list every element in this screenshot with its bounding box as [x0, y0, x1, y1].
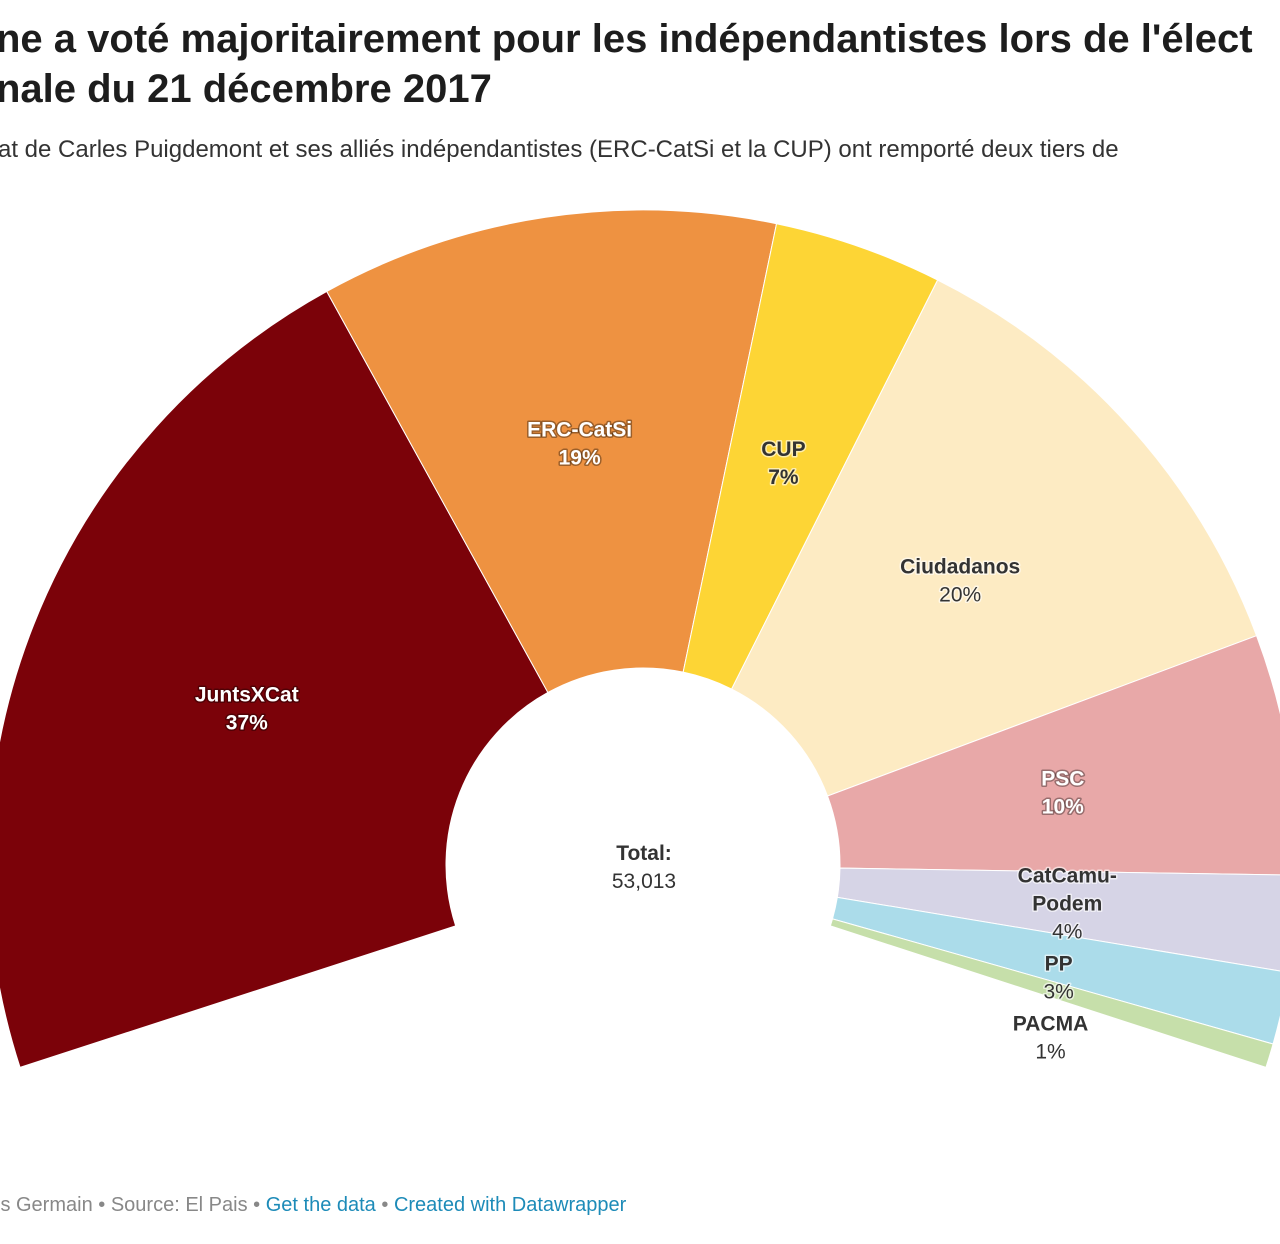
center-total-value: 53,013 — [612, 870, 676, 893]
chart-subtitle: at de Carles Puigdemont et ses alliés in… — [0, 136, 1119, 163]
slice-label: Ciudadanos — [900, 556, 1020, 579]
footer-separator: • — [98, 1194, 106, 1216]
slice-value-label: 19% — [559, 447, 601, 470]
slice-value-label: 4% — [1052, 920, 1082, 943]
slice-psc — [826, 635, 1280, 876]
slice-value-label: 7% — [768, 466, 799, 489]
title-line-1: ne a voté majoritairement pour les indép… — [0, 17, 1253, 61]
footer: is Germain • Source: El Pais • Get the d… — [0, 1194, 626, 1217]
center-total-label: Total: — [616, 842, 672, 865]
slice-value-label: 10% — [1042, 795, 1084, 818]
slice-value-label: 37% — [226, 711, 268, 734]
slice-value-label: 20% — [939, 584, 981, 607]
slice-label: CUP — [761, 438, 805, 461]
slice-ciudadanos — [730, 279, 1258, 797]
slice-label: JuntsXCat — [195, 683, 299, 706]
datawrapper-link[interactable]: Created with Datawrapper — [393, 1194, 627, 1216]
slice-label: CatCamu- — [1018, 864, 1117, 887]
slice-value-label: 1% — [1035, 1040, 1065, 1063]
footer-source: Source: El Pais — [110, 1194, 248, 1216]
footer-separator: • — [253, 1194, 261, 1216]
slice-label: ERC-CatSi — [527, 419, 632, 442]
footer-separator: • — [381, 1194, 389, 1216]
slice-label: PSC — [1041, 767, 1084, 790]
title-line-2: nale du 21 décembre 2017 — [0, 67, 492, 111]
get-data-link[interactable]: Get the data — [265, 1194, 376, 1216]
slice-erc-catsi — [326, 209, 778, 694]
slice-label: PACMA — [1013, 1012, 1088, 1035]
slice-juntsxcat — [0, 290, 549, 1069]
slice-value-label: 3% — [1043, 980, 1073, 1003]
slice-label: Podem — [1032, 892, 1102, 915]
chart-title: ne a voté majoritairement pour les indép… — [0, 14, 1253, 114]
slice-label: PP — [1045, 952, 1073, 975]
slice-pacma — [829, 918, 1274, 1069]
footer-byline: is Germain — [0, 1194, 93, 1216]
